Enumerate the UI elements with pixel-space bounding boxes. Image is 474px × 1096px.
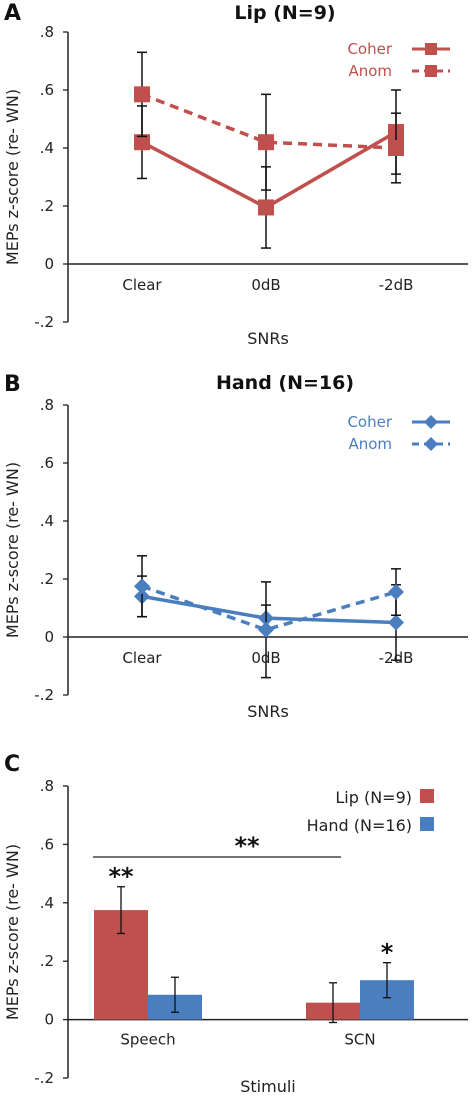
panel-letter: B: [4, 372, 21, 397]
x-tick-label: Clear: [122, 649, 162, 667]
legend-label: Anom: [348, 435, 392, 453]
y-tick-label: .2: [40, 952, 54, 970]
panel-A: A Lip (N=9) -.2 0 .2 .4 .6 .8 MEPs z-score (re- …: [3, 1, 468, 348]
x-tick-label: Clear: [122, 276, 162, 294]
x-tick-label: 0dB: [251, 276, 280, 294]
y-tick-label: .6: [40, 454, 54, 472]
y-tick-label: 0: [44, 255, 54, 273]
y-tick-label: 0: [44, 1011, 54, 1029]
series-coher: [134, 89, 404, 249]
chart-title: Hand (N=16): [216, 372, 354, 394]
significance-stars: *: [381, 939, 394, 967]
chart-title: Lip (N=9): [234, 2, 335, 24]
y-tick-label: -.2: [34, 686, 54, 704]
legend-label: Lip (N=9): [335, 788, 412, 807]
data-point: [388, 140, 404, 156]
x-axis-label: Stimuli: [240, 1077, 296, 1096]
data-point: [134, 134, 150, 151]
y-axis-label: MEPs z-score (re- WN): [3, 844, 22, 1020]
comparison-stars: **: [234, 832, 260, 860]
panel-B: B Hand (N=16) -.2 0 .2 .4 .6 .8 MEPs z-score (re…: [3, 372, 468, 721]
legend-marker: [424, 415, 438, 429]
data-point: [134, 86, 150, 103]
y-tick-label: .8: [40, 23, 54, 41]
panel-letter: C: [4, 752, 20, 777]
legend-marker: [425, 65, 437, 77]
series-lip: **: [94, 863, 360, 1024]
panel-C: C -.2 0 .2 .4 .6 .8 MEPs z-score (re- WN) Stimul…: [3, 752, 468, 1096]
y-tick-label: .6: [40, 835, 54, 853]
legend-swatch: [420, 789, 434, 803]
data-point: [258, 199, 274, 216]
data-point: [134, 578, 150, 595]
y-axis-label: MEPs z-score (re- WN): [3, 462, 22, 638]
significance-stars: **: [108, 863, 134, 891]
y-tick-label: .4: [40, 512, 54, 530]
legend-label: Coher: [347, 40, 392, 58]
legend-swatch: [420, 817, 434, 831]
y-tick-label: .6: [40, 81, 54, 99]
data-point: [388, 614, 404, 631]
series-hand: *: [148, 939, 414, 1020]
y-tick-label: .4: [40, 894, 54, 912]
legend-label: Coher: [347, 413, 392, 431]
x-tick-label: -2dB: [379, 276, 414, 294]
series-anom: [134, 555, 404, 679]
series-anom: [134, 51, 404, 191]
y-tick-label: .2: [40, 570, 54, 588]
y-axis-label: MEPs z-score (re- WN): [3, 89, 22, 265]
x-axis-label: SNRs: [247, 702, 289, 721]
data-point: [258, 134, 274, 151]
y-tick-label: 0: [44, 628, 54, 646]
y-tick-label: .8: [40, 396, 54, 414]
legend-marker: [424, 437, 438, 451]
x-axis-label: SNRs: [247, 329, 289, 348]
series-coher: [134, 575, 404, 661]
y-tick-label: .8: [40, 777, 54, 795]
panel-letter: A: [4, 1, 21, 26]
y-tick-label: -.2: [34, 313, 54, 331]
legend-label: Hand (N=16): [307, 816, 412, 835]
legend-label: Anom: [348, 62, 392, 80]
y-tick-label: .4: [40, 139, 54, 157]
y-tick-label: .2: [40, 197, 54, 215]
legend-marker: [425, 43, 437, 55]
series-line: [141, 584, 397, 632]
x-tick-label: Speech: [120, 1031, 175, 1049]
x-tick-label: SCN: [344, 1031, 375, 1049]
data-point: [388, 584, 404, 601]
data-point: [258, 621, 274, 638]
y-tick-label: -.2: [34, 1069, 54, 1087]
